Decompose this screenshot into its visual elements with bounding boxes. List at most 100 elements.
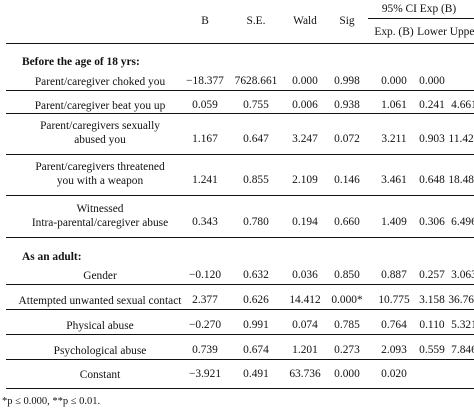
cell-se: 0.632 <box>243 269 269 281</box>
cell-se: 0.626 <box>243 294 269 306</box>
cell-upper: 6.496 <box>451 216 474 228</box>
cell-se: 0.855 <box>243 174 269 186</box>
cell-wald: 2.109 <box>292 174 318 186</box>
ci-group-rule <box>368 18 474 19</box>
cell-exp: 2.093 <box>381 344 407 356</box>
cell-exp: 3.461 <box>381 174 407 186</box>
cell-lower: 0.257 <box>419 269 445 281</box>
cell-se: 0.991 <box>243 319 269 331</box>
cell-upper: 4.661 <box>451 99 474 111</box>
cell-lower: 0.903 <box>419 133 445 145</box>
cell-upper: 7.846 <box>451 344 474 356</box>
row-separator <box>6 359 474 360</box>
header-b: B <box>201 15 209 27</box>
row-label: abused you <box>74 134 126 146</box>
cell-wald: 0.006 <box>292 99 318 111</box>
cell-exp: 0.000 <box>381 75 407 87</box>
cell-exp: 1.409 <box>381 216 407 228</box>
row-separator <box>6 90 474 91</box>
cell-lower: 3.158 <box>419 294 445 306</box>
cell-exp: 3.211 <box>381 133 407 145</box>
cell-exp: 0.764 <box>381 319 407 331</box>
row-separator <box>6 334 474 335</box>
row-label: Parent/caregiver beat you up <box>34 100 166 112</box>
section-title: Before the age of 18 yrs: <box>22 56 140 68</box>
cell-exp: 0.887 <box>381 269 407 281</box>
cell-wald: 63.736 <box>289 368 321 380</box>
cell-wald: 0.074 <box>292 319 318 331</box>
cell-wald: 14.412 <box>289 294 321 306</box>
header-exp: Exp. (B) <box>374 26 414 38</box>
cell-se: 0.491 <box>243 368 269 380</box>
row-label: Attempted unwanted sexual contact <box>18 295 182 307</box>
cell-se: 0.674 <box>243 344 269 356</box>
cell-sig: 0.000 <box>334 368 360 380</box>
cell-wald: 1.201 <box>292 344 318 356</box>
cell-b: 1.167 <box>192 133 218 145</box>
cell-upper: 18.486 <box>448 174 474 186</box>
header-se: S.E. <box>246 15 266 27</box>
header-ci-group: 95% CI Exp (B) <box>381 3 457 15</box>
cell-upper: 36.762 <box>448 294 474 306</box>
cell-b: 0.739 <box>192 344 218 356</box>
row-label: Physical abuse <box>66 320 134 332</box>
cell-lower: 0.648 <box>419 174 445 186</box>
cell-sig: 0.072 <box>334 133 360 145</box>
cell-sig: 0.000* <box>331 294 363 306</box>
cell-b: 2.377 <box>192 294 218 306</box>
row-label: Parent/caregivers threatened <box>35 161 165 173</box>
row-label: Gender <box>83 270 117 282</box>
cell-wald: 0.036 <box>292 269 318 281</box>
cell-lower: 0.241 <box>419 99 445 111</box>
footnote: *p ≤ 0.000, **p ≤ 0.01. <box>2 396 101 407</box>
row-separator <box>6 154 474 155</box>
cell-lower: 0.559 <box>419 344 445 356</box>
cell-sig: 0.660 <box>334 216 360 228</box>
row-label: Intra-parental/caregiver abuse <box>31 217 169 229</box>
cell-sig: 0.785 <box>334 319 360 331</box>
cell-lower: 0.306 <box>419 216 445 228</box>
row-separator <box>6 284 474 285</box>
cell-lower: 0.110 <box>419 319 445 331</box>
cell-b: −0.120 <box>188 269 222 281</box>
row-separator <box>6 195 474 196</box>
row-label: Parent/caregivers sexually <box>40 120 160 132</box>
cell-b: 0.343 <box>192 216 218 228</box>
cell-exp: 10.775 <box>378 294 410 306</box>
row-separator <box>6 309 474 310</box>
cell-upper: 11.424 <box>448 133 474 145</box>
cell-b: 1.241 <box>192 174 218 186</box>
row-label: Witnessed <box>76 203 124 215</box>
header-sig: Sig <box>339 15 355 27</box>
cell-se: 7628.661 <box>234 75 278 87</box>
row-label: Psychological abuse <box>53 345 147 357</box>
header-rule <box>6 43 474 44</box>
row-label: you with a weapon <box>56 175 144 187</box>
header-lower: Lower <box>417 26 447 38</box>
cell-sig: 0.998 <box>334 75 360 87</box>
cell-se: 0.755 <box>243 99 269 111</box>
row-label: Parent/caregiver choked you <box>34 76 166 88</box>
cell-wald: 3.247 <box>292 133 318 145</box>
cell-b: −3.921 <box>188 368 222 380</box>
cell-b: 0.059 <box>192 99 218 111</box>
row-separator <box>6 237 474 238</box>
cell-b: −18.377 <box>186 75 224 87</box>
cell-exp: 0.020 <box>381 368 407 380</box>
header-wald: Wald <box>293 15 317 27</box>
cell-lower: 0.000 <box>419 75 445 87</box>
cell-se: 0.647 <box>243 133 269 145</box>
cell-sig: 0.850 <box>334 269 360 281</box>
cell-upper: 3.063 <box>451 269 474 281</box>
header-upper: Upper <box>449 26 474 38</box>
cell-b: −0.270 <box>188 319 222 331</box>
cell-wald: 0.000 <box>292 75 318 87</box>
cell-wald: 0.194 <box>292 216 318 228</box>
row-label: Constant <box>79 369 121 381</box>
cell-sig: 0.938 <box>334 99 360 111</box>
cell-sig: 0.146 <box>334 174 360 186</box>
row-separator <box>6 113 474 114</box>
cell-exp: 1.061 <box>381 99 407 111</box>
cell-se: 0.780 <box>243 216 269 228</box>
section-title: As an adult: <box>22 251 82 263</box>
